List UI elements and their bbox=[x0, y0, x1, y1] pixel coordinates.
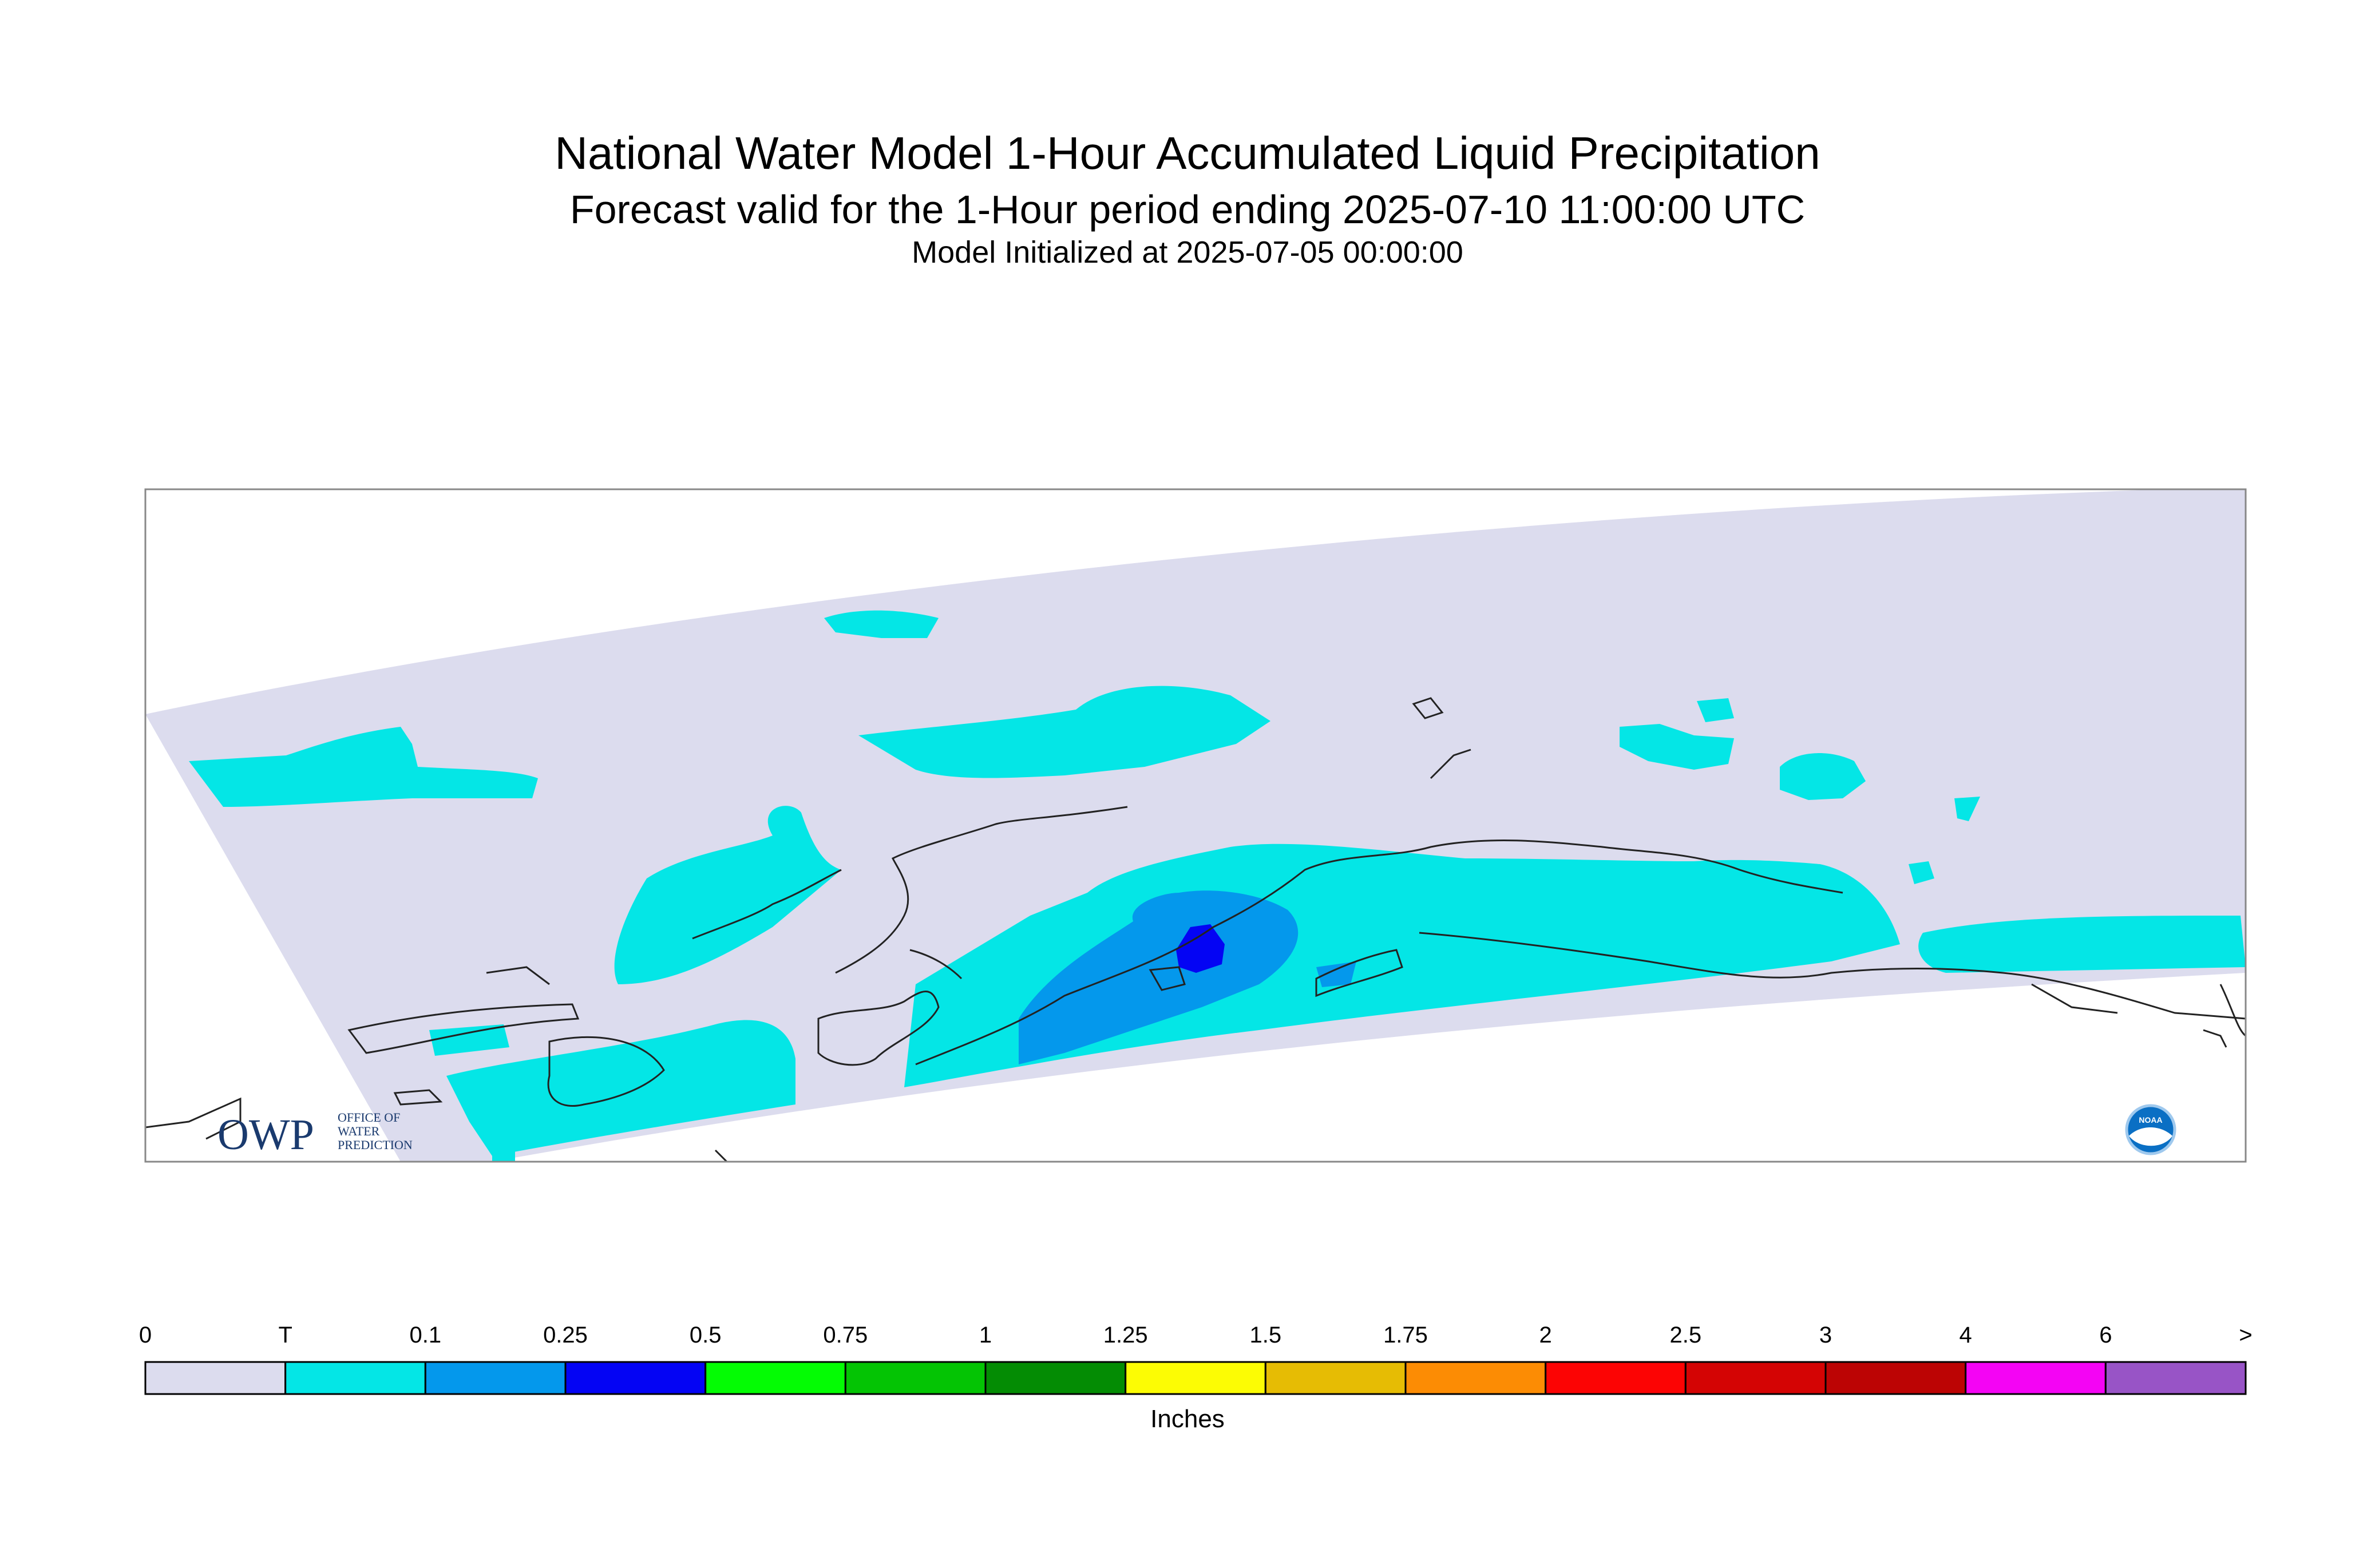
legend-tick-label: T bbox=[278, 1322, 292, 1348]
legend-color-box bbox=[1125, 1361, 1266, 1395]
map-title: National Water Model 1-Hour Accumulated … bbox=[555, 128, 1820, 179]
legend-color-boxes bbox=[144, 1361, 2247, 1395]
owp-logo: OWP OFFICE OF WATER PREDICTION bbox=[217, 1110, 413, 1159]
legend-color-box bbox=[1545, 1361, 1687, 1395]
legend-tick-label: 2 bbox=[1539, 1322, 1552, 1348]
heavy-precip-core bbox=[1176, 924, 1225, 973]
legend-tick-label: 0.5 bbox=[690, 1322, 722, 1348]
legend-color-box bbox=[1404, 1361, 1547, 1395]
legend-tick-label: 0 bbox=[139, 1322, 152, 1348]
legend-tick-label: 3 bbox=[1819, 1322, 1832, 1348]
legend-units-label: Inches bbox=[1150, 1405, 1225, 1433]
legend-tick-label: 1.5 bbox=[1250, 1322, 1282, 1348]
model-initialized-label: Model Initialized at 2025-07-05 00:00:00 bbox=[912, 235, 1463, 270]
legend-tick-label: 6 bbox=[2099, 1322, 2112, 1348]
legend-tick-label: 0.1 bbox=[410, 1322, 442, 1348]
legend-tick-label: 1.75 bbox=[1383, 1322, 1428, 1348]
legend-color-box bbox=[2104, 1361, 2247, 1395]
model-domain bbox=[145, 489, 2246, 1162]
legend-tick-label: 2.5 bbox=[1670, 1322, 1702, 1348]
legend-tick-label: > bbox=[2239, 1322, 2252, 1348]
legend-color-box bbox=[144, 1361, 287, 1395]
owp-logo-line2: WATER bbox=[338, 1124, 380, 1138]
owp-logo-line1: OFFICE OF bbox=[338, 1110, 400, 1124]
legend-tick-label: 1.25 bbox=[1103, 1322, 1148, 1348]
legend-tick-labels: 0 T 0.1 0.25 0.5 0.75 1 1.25 1.5 1.75 2 2.5 3 4 6 > bbox=[139, 1322, 2253, 1348]
legend-color-box bbox=[424, 1361, 567, 1395]
legend-color-box bbox=[564, 1361, 707, 1395]
legend-tick-label: 4 bbox=[1960, 1322, 1972, 1348]
light-precip-areas bbox=[1019, 890, 1356, 1064]
legend-color-box bbox=[1264, 1361, 1407, 1395]
coastlines bbox=[145, 697, 2246, 1162]
legend-color-box bbox=[844, 1361, 987, 1395]
legend-color-box bbox=[1824, 1361, 1967, 1395]
legend-color-box bbox=[1965, 1361, 2107, 1395]
legend-color-box bbox=[704, 1361, 846, 1395]
owp-logo-mark: OWP bbox=[217, 1111, 314, 1159]
legend-color-box bbox=[284, 1361, 426, 1395]
legend-color-box bbox=[984, 1361, 1127, 1395]
noaa-logo-mark: NOAA bbox=[2139, 1115, 2162, 1124]
legend-tick-label: 0.75 bbox=[823, 1322, 868, 1348]
legend-color-box bbox=[1684, 1361, 1827, 1395]
noaa-logo: NOAA bbox=[2125, 1104, 2176, 1155]
owp-logo-line3: PREDICTION bbox=[338, 1138, 413, 1152]
forecast-valid-subtitle: Forecast valid for the 1-Hour period end… bbox=[569, 187, 1806, 232]
legend-tick-label: 0.25 bbox=[543, 1322, 588, 1348]
map-frame bbox=[144, 488, 2247, 1163]
legend-tick-label: 1 bbox=[979, 1322, 992, 1348]
